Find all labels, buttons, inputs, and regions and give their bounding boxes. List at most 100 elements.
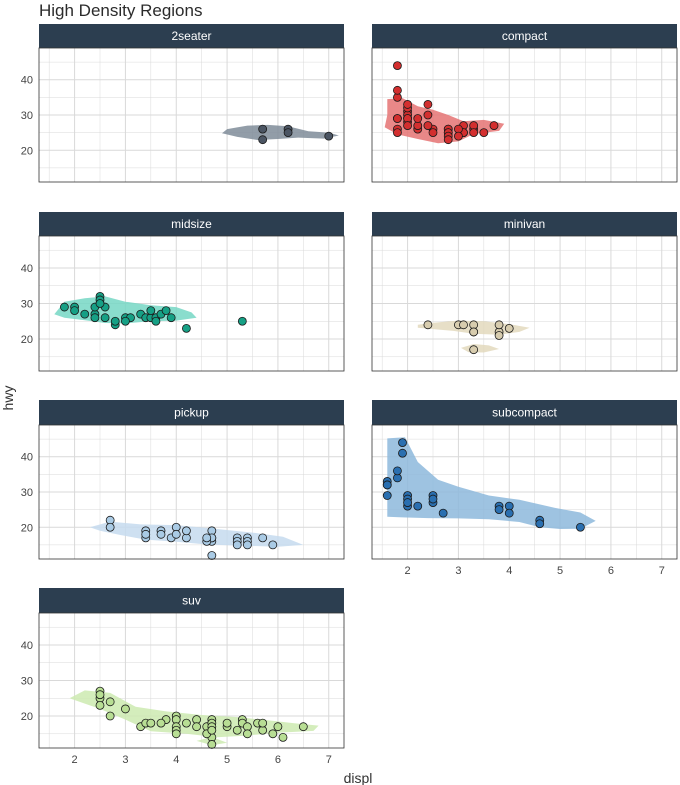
data-point (207, 740, 217, 749)
facet-strip-label: compact (502, 29, 548, 43)
data-point (403, 121, 412, 130)
x-tick-label: 5 (557, 565, 563, 577)
data-point (423, 121, 433, 130)
data-point (182, 718, 191, 728)
y-tick-label: 30 (21, 487, 33, 499)
data-point (393, 466, 402, 476)
facet-strip (39, 24, 344, 48)
x-tick-label: 5 (224, 754, 230, 766)
data-point (469, 345, 479, 355)
panel-border (371, 47, 678, 183)
x-tick-label: 7 (659, 565, 665, 577)
data-point (232, 540, 242, 550)
data-point (156, 718, 166, 728)
data-point (504, 323, 514, 333)
data-point (258, 718, 268, 728)
facet-strip-label: minivan (504, 217, 545, 231)
data-point (258, 533, 268, 543)
grid-lines (39, 48, 344, 182)
facet-strip (372, 400, 677, 425)
data-point (398, 438, 407, 448)
grid-lines (39, 236, 344, 371)
data-point (146, 718, 156, 728)
data-point (95, 690, 105, 700)
data-point (182, 323, 191, 333)
y-tick-label: 20 (21, 334, 33, 346)
facet-strip-label: midsize (171, 217, 212, 231)
data-point (105, 522, 115, 532)
data-point (141, 529, 151, 539)
data-point (413, 114, 423, 123)
data-point (161, 306, 171, 316)
y-tick-label: 30 (21, 676, 33, 688)
x-tick-label: 4 (173, 754, 179, 766)
panel-suv: suv 20 30 40 2 3 4 5 6 7 (21, 588, 345, 766)
data-point (428, 128, 438, 138)
data-point (268, 540, 278, 550)
facet-strip-label: pickup (174, 406, 209, 420)
data-point (121, 704, 130, 714)
data-point (151, 316, 161, 326)
hdr-region (387, 437, 596, 529)
hdr-region (461, 344, 500, 353)
data-point (423, 320, 433, 330)
data-point (423, 100, 433, 109)
data-point (283, 128, 293, 138)
x-tick-label: 6 (275, 754, 281, 766)
data-point (232, 725, 242, 735)
facet-strip (372, 212, 677, 236)
data-point (80, 309, 90, 319)
panel-compact: compact (371, 24, 678, 183)
y-tick-label: 40 (21, 75, 33, 87)
x-tick-label: 3 (122, 754, 128, 766)
facet-strip-label: subcompact (492, 406, 557, 420)
x-axis-title: displ (344, 770, 373, 785)
data-point (494, 331, 504, 340)
chart-title: High Density Regions (39, 1, 202, 20)
facet-strip (39, 212, 344, 236)
data-point (95, 299, 105, 308)
data-point (222, 718, 232, 728)
data-point (469, 327, 479, 337)
facet-strip (39, 400, 344, 425)
x-tick-label: 2 (72, 754, 78, 766)
data-point (105, 697, 115, 707)
y-tick-label: 40 (21, 640, 33, 652)
data-point (207, 725, 217, 735)
data-point (489, 121, 499, 130)
data-point (100, 313, 110, 323)
y-axis-title: hwy (0, 386, 16, 411)
data-point (105, 711, 115, 721)
panel-border (38, 424, 345, 560)
y-tick-label: 20 (21, 145, 33, 157)
data-point (504, 508, 514, 518)
data-point (278, 732, 288, 742)
panel-border (38, 47, 345, 183)
y-tick-label: 30 (21, 110, 33, 122)
data-point (258, 124, 268, 134)
y-tick-label: 30 (21, 299, 33, 311)
data-point (535, 519, 545, 529)
data-point (393, 114, 402, 123)
x-tick-label: 6 (608, 565, 614, 577)
panel-subcompact: subcompact 2 3 4 5 6 7 (371, 400, 678, 577)
y-tick-label: 40 (21, 452, 33, 464)
data-point (95, 700, 105, 710)
data-point (403, 100, 412, 109)
x-tick-label: 4 (506, 565, 512, 577)
facet-strip (39, 588, 344, 613)
data-point (459, 320, 468, 330)
y-tick-label: 40 (21, 263, 33, 275)
panel-pickup: pickup 20 30 40 (21, 400, 345, 560)
data-point (273, 722, 283, 732)
data-point (202, 533, 212, 543)
data-point (382, 491, 392, 500)
panel-border (371, 424, 678, 560)
data-point (298, 722, 308, 732)
data-point (393, 85, 402, 95)
data-point (171, 729, 181, 739)
data-point (324, 131, 334, 141)
data-point (237, 316, 247, 326)
data-point (90, 313, 100, 323)
